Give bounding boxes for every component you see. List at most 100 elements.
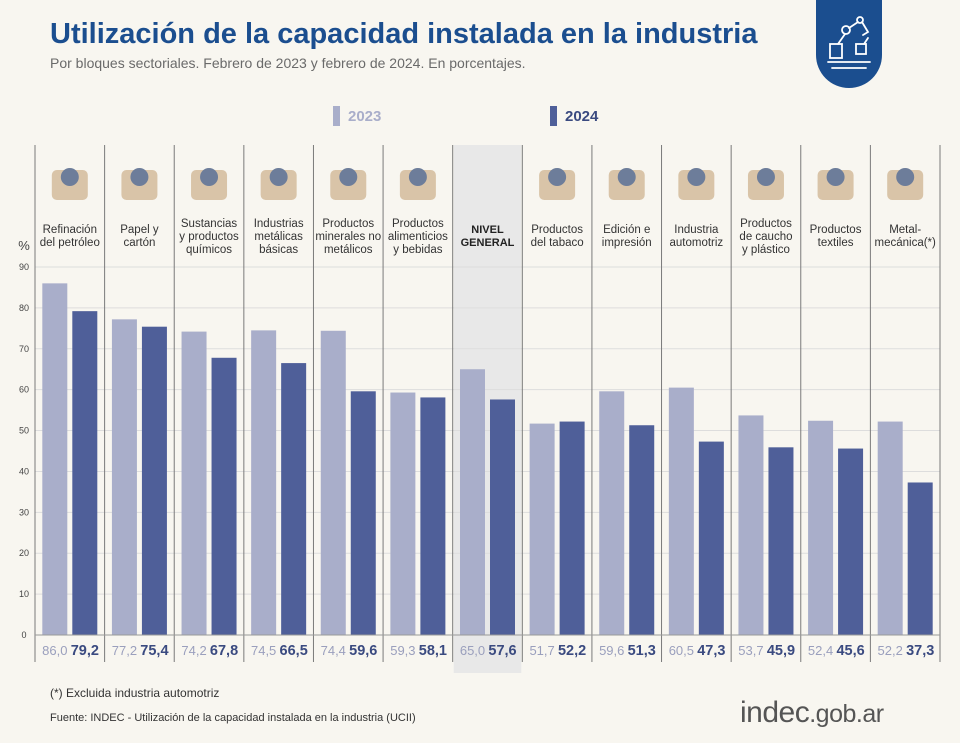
category-label: químicos [186,244,232,256]
source-note: Fuente: INDEC - Utilización de la capaci… [50,712,416,724]
cement-mixer-icon [330,168,367,200]
bar-2024 [141,326,167,635]
robot-arm-icon [827,16,871,69]
printing-icon [608,168,645,200]
bar-2023 [529,423,555,635]
value-label-2023: 53,7 [738,643,763,658]
category-label: textiles [818,237,854,249]
legend-swatch-2024 [550,106,557,126]
y-tick-label: 30 [19,507,29,517]
category-label: Productos [322,218,374,230]
bar-2023 [599,391,625,635]
value-label-2023: 74,5 [251,643,276,658]
bar-2024 [72,311,98,635]
value-label-2024: 66,5 [280,643,308,659]
gears-icon [887,168,924,200]
category-label: metálicos [324,244,373,256]
value-label-2024: 59,6 [349,643,377,659]
y-tick-label: 0 [21,630,26,640]
value-label-2023: 59,3 [390,643,415,658]
category-label: Industrias [254,218,304,230]
value-label-2024: 45,6 [836,643,864,659]
tobacco-pipe-icon [539,168,576,200]
category-label: Productos [392,218,444,230]
category-label: del tabaco [531,237,584,249]
category-label: GENERAL [461,237,515,249]
bar-2023 [390,392,416,635]
bar-2024 [838,448,864,635]
y-tick-label: 60 [19,385,29,395]
bar-2023 [808,420,834,635]
value-label-2023: 51,7 [529,643,554,658]
value-label-2023: 52,4 [808,643,833,658]
legend-label-2024: 2024 [565,107,599,125]
indec-badge [816,0,882,88]
logo-suffix: .gob.ar [809,700,884,728]
y-tick-label: 80 [19,303,29,313]
oil-refinery-icon [51,168,88,200]
value-label-2024: 51,3 [628,643,656,659]
textiles-icon [817,168,854,200]
category-label: automotriz [670,237,724,249]
category-label: impresión [602,237,652,249]
legend-label-2023: 2023 [348,107,382,125]
value-label-2023: 60,5 [669,643,694,658]
category-label: metálicas [254,231,303,243]
value-label-2023: 59,6 [599,643,624,658]
chart-title: Utilización de la capacidad instalada en… [50,18,758,50]
y-tick-label: 90 [19,262,29,272]
value-label-2024: 37,3 [906,643,934,659]
value-label-2024: 45,9 [767,643,795,659]
category-label: Edición e [603,224,650,236]
bar-2023 [111,319,137,635]
value-label-2024: 79,2 [71,643,99,659]
value-label-2024: 58,1 [419,643,447,659]
category-label: Sustancias [181,218,238,230]
value-label-2024: 47,3 [697,643,725,659]
bar-2023 [320,330,346,635]
bar-2024 [698,441,724,635]
value-label-2024: 75,4 [140,643,168,659]
bar-2023 [251,330,277,635]
category-label: Industria [674,224,719,236]
category-label: de caucho [739,231,792,243]
value-label-2024: 57,6 [488,643,516,659]
value-label-2024: 52,2 [558,643,586,659]
bar-2024 [629,425,655,635]
category-label: Refinación [43,224,97,236]
category-label: Productos [810,224,862,236]
tires-icon [747,168,784,200]
category-label: Papel y [120,224,159,236]
y-tick-label: 50 [19,426,29,436]
chemical-flask-icon [191,168,228,200]
value-label-2023: 74,4 [321,643,346,658]
value-label-2023: 77,2 [112,643,137,658]
bar-2024 [420,397,446,635]
category-label: Productos [740,218,792,230]
indec-logo: indec.gob.ar [740,696,884,730]
car-icon [678,168,715,200]
y-tick-label: 40 [19,466,29,476]
bar-2024 [768,447,794,635]
footnote: (*) Excluida industria automotriz [50,686,220,700]
bar-2023 [877,421,903,635]
category-label: y productos [179,231,239,243]
y-tick-label: 10 [19,589,29,599]
bar-2023 [668,387,694,635]
bar-2024 [281,363,307,635]
bar-2023 [181,331,207,635]
category-label: y plástico [742,244,790,256]
legend-item-2024: 2024 [550,106,598,126]
value-label-2024: 67,8 [210,643,238,659]
paper-box-icon [121,168,158,200]
chart-subtitle: Por bloques sectoriales. Febrero de 2023… [50,55,526,71]
category-label: alimenticios [388,231,448,243]
category-label: y bebidas [393,244,442,256]
legend-item-2023: 2023 [333,106,381,126]
value-label-2023: 52,2 [878,643,903,658]
category-label: minerales no [315,231,381,243]
bar-2024 [907,482,933,635]
y-axis-label: % [18,238,30,253]
legend-swatch-2023 [333,106,340,126]
